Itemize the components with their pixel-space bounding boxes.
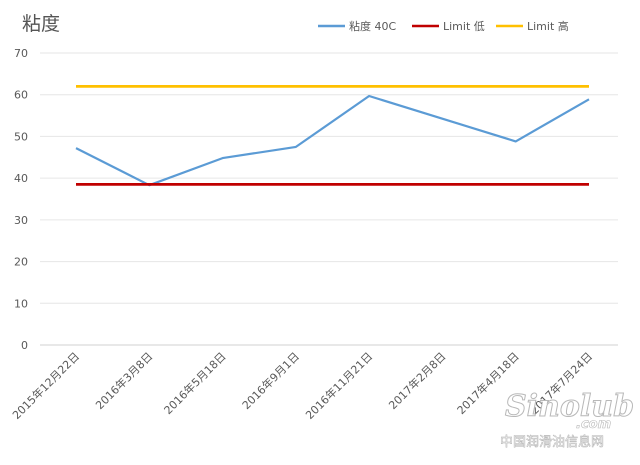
y-tick-label-60: 60 — [14, 89, 28, 102]
x-tick-label: 2017年2月8日 — [386, 349, 449, 412]
x-tick-label: 2016年11月21日 — [302, 349, 375, 422]
legend: 粘度 40C Limit 低 Limit 高 — [318, 19, 569, 33]
watermark-logo-suffix: .com — [576, 417, 611, 432]
y-tick-label-0: 0 — [21, 339, 28, 352]
legend-label-2: Limit 高 — [527, 19, 569, 33]
chart-title: 粘度 — [22, 13, 60, 35]
legend-label-1: Limit 低 — [443, 20, 485, 33]
y-tick-label-70: 70 — [14, 47, 28, 60]
legend-label-0: 粘度 40C — [349, 19, 396, 33]
y-tick-label-10: 10 — [14, 297, 28, 310]
y-tick-label-20: 20 — [14, 256, 28, 269]
y-tick-label-40: 40 — [14, 172, 28, 185]
x-tick-label: 2015年12月22日 — [9, 349, 82, 422]
x-tick-label: 2016年3月8日 — [92, 349, 155, 412]
y-axis-ticks: 0 10 20 30 40 50 60 70 — [14, 47, 28, 352]
series-line-0 — [75, 94, 590, 187]
series-lines — [75, 85, 590, 187]
x-tick-label: 2016年9月1日 — [239, 349, 302, 412]
watermark-logo-text: Sinolub — [505, 389, 634, 424]
x-tick-label: 2016年5月18日 — [161, 349, 229, 417]
y-tick-label-50: 50 — [14, 130, 28, 143]
watermark-caption: 中国润滑油信息网 — [500, 434, 604, 450]
watermark-logo: Sinolub .com 中国润滑油信息网 — [500, 389, 635, 451]
gridlines — [40, 52, 618, 346]
y-tick-label-30: 30 — [14, 214, 28, 227]
